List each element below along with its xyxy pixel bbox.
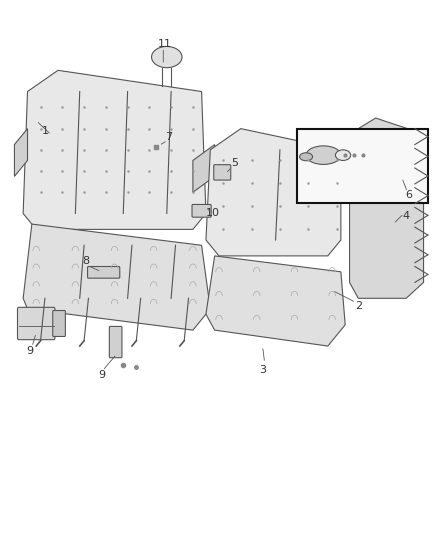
Ellipse shape: [336, 150, 351, 160]
Polygon shape: [23, 70, 206, 229]
Text: 9: 9: [26, 346, 33, 357]
Text: 9: 9: [98, 370, 105, 380]
FancyBboxPatch shape: [297, 128, 428, 203]
FancyBboxPatch shape: [53, 311, 65, 336]
Text: 11: 11: [158, 39, 172, 49]
Text: 5: 5: [231, 158, 238, 168]
Polygon shape: [23, 224, 210, 330]
Polygon shape: [206, 256, 345, 346]
Polygon shape: [350, 118, 424, 298]
Polygon shape: [14, 128, 28, 176]
FancyBboxPatch shape: [18, 308, 55, 340]
Ellipse shape: [300, 153, 313, 161]
Text: 4: 4: [403, 211, 410, 221]
Ellipse shape: [306, 146, 341, 165]
Text: 8: 8: [83, 256, 90, 266]
Text: 2: 2: [355, 301, 362, 311]
FancyBboxPatch shape: [110, 326, 122, 358]
Text: 1: 1: [42, 126, 49, 136]
Text: 6: 6: [405, 190, 412, 200]
FancyBboxPatch shape: [214, 165, 231, 180]
FancyBboxPatch shape: [192, 205, 211, 217]
Text: 10: 10: [205, 208, 219, 219]
Polygon shape: [193, 144, 215, 192]
Polygon shape: [88, 269, 115, 274]
Polygon shape: [206, 128, 341, 256]
Text: 7: 7: [166, 132, 173, 142]
Text: 3: 3: [259, 365, 266, 375]
FancyBboxPatch shape: [88, 266, 120, 278]
Ellipse shape: [152, 46, 182, 68]
